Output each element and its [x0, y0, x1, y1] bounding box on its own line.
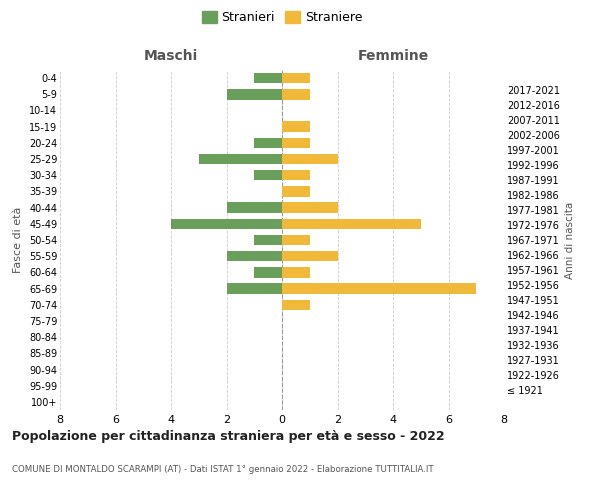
Bar	[282, 284, 476, 294]
Text: Popolazione per cittadinanza straniera per età e sesso - 2022: Popolazione per cittadinanza straniera p…	[12, 430, 445, 443]
Bar	[282, 170, 310, 180]
Bar	[254, 138, 282, 148]
Text: Femmine: Femmine	[358, 48, 428, 62]
Text: COMUNE DI MONTALDO SCARAMPI (AT) - Dati ISTAT 1° gennaio 2022 - Elaborazione TUT: COMUNE DI MONTALDO SCARAMPI (AT) - Dati …	[12, 465, 434, 474]
Bar	[171, 218, 282, 229]
Bar	[282, 73, 310, 84]
Bar	[282, 234, 310, 246]
Bar	[254, 267, 282, 278]
Bar	[282, 154, 337, 164]
Text: Maschi: Maschi	[144, 48, 198, 62]
Bar	[199, 154, 282, 164]
Bar	[282, 186, 310, 196]
Bar	[227, 89, 282, 100]
Bar	[282, 122, 310, 132]
Bar	[227, 202, 282, 213]
Bar	[282, 251, 337, 262]
Bar	[227, 251, 282, 262]
Bar	[282, 138, 310, 148]
Bar	[254, 170, 282, 180]
Bar	[254, 73, 282, 84]
Y-axis label: Fasce di età: Fasce di età	[13, 207, 23, 273]
Y-axis label: Anni di nascita: Anni di nascita	[565, 202, 575, 278]
Bar	[282, 218, 421, 229]
Bar	[282, 300, 310, 310]
Bar	[282, 267, 310, 278]
Bar	[227, 284, 282, 294]
Legend: Stranieri, Straniere: Stranieri, Straniere	[202, 11, 362, 24]
Bar	[282, 202, 337, 213]
Bar	[254, 234, 282, 246]
Bar	[282, 89, 310, 100]
